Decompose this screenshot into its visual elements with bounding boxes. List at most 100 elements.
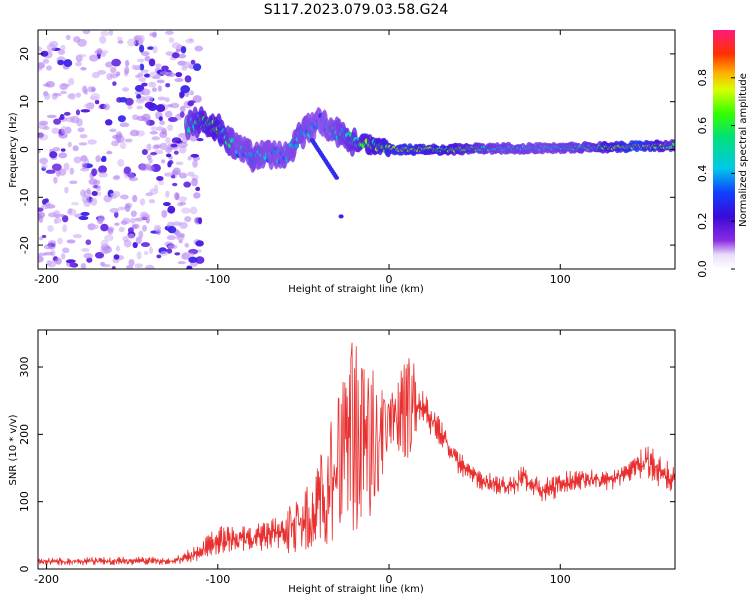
colorbar-tick-label: 0.6 [696, 117, 709, 135]
noise-blob [120, 194, 129, 200]
noise-blob [47, 260, 57, 268]
noise-blob [153, 224, 162, 232]
noise-blob [63, 59, 73, 68]
noise-blob [138, 34, 145, 43]
noise-blob [106, 150, 113, 155]
noise-blob [100, 239, 109, 247]
noise-blob [177, 261, 186, 265]
noise-blob [156, 79, 165, 84]
noise-blob [75, 109, 81, 116]
spectrogram-signal-layer [183, 106, 675, 219]
noise-blob [157, 96, 166, 101]
noise-blob [117, 36, 123, 41]
noise-blob [38, 207, 44, 212]
noise-blob [136, 115, 147, 121]
spectrogram-x-label: Height of straight line (km) [288, 284, 424, 295]
noise-blob [131, 223, 140, 230]
noise-blob [190, 153, 200, 158]
noise-blob [59, 213, 65, 218]
noise-blob [144, 101, 155, 109]
snr-frame [37, 329, 676, 570]
noise-blob [164, 97, 170, 103]
noise-blob [136, 251, 142, 260]
noise-blob [94, 99, 100, 105]
x-tick-label: 100 [550, 273, 571, 286]
noise-blob [179, 111, 185, 118]
noise-blob [108, 30, 114, 36]
chart-title: S117.2023.079.03.58.G24 [264, 2, 449, 18]
noise-blob [143, 250, 149, 256]
y-tick-label: 10 [18, 95, 31, 109]
noise-blob [110, 66, 117, 74]
noise-blob [139, 198, 146, 206]
noise-blob [96, 70, 107, 75]
noise-blob [80, 167, 90, 172]
y-tick-label: 0 [18, 566, 31, 573]
noise-blob [170, 102, 180, 109]
noise-blob [113, 211, 119, 218]
noise-blob [104, 119, 113, 126]
colorbar-gradient [713, 30, 735, 269]
noise-blob [65, 34, 71, 41]
noise-blob [173, 150, 179, 155]
noise-blob [49, 151, 58, 159]
noise-blob [55, 257, 62, 265]
noise-blob [58, 152, 68, 159]
noise-blob [129, 129, 140, 137]
noise-blob [80, 155, 88, 162]
noise-blob [91, 190, 98, 197]
noise-blob [165, 30, 174, 35]
noise-blob [41, 163, 48, 169]
noise-blob [132, 241, 138, 249]
x-tick-label: 0 [386, 573, 393, 586]
noise-blob [183, 181, 192, 188]
noise-blob [140, 88, 151, 96]
noise-blob [193, 63, 202, 71]
noise-blob [170, 143, 178, 148]
noise-blob [174, 77, 184, 83]
noise-blob [187, 252, 195, 258]
noise-blob [159, 120, 165, 126]
noise-blob [65, 116, 75, 123]
noise-blob [40, 204, 50, 210]
noise-blob [198, 217, 203, 225]
noise-blob [196, 138, 204, 142]
noise-blob [181, 65, 188, 71]
noise-blob [167, 244, 178, 250]
y-tick-label: 100 [18, 491, 31, 512]
noise-blob [181, 207, 191, 214]
x-tick-label: -100 [205, 273, 230, 286]
noise-blob [46, 65, 53, 71]
noise-blob [141, 51, 150, 56]
noise-blob [165, 82, 171, 88]
noise-blob [45, 80, 55, 88]
noise-blob [42, 58, 50, 64]
noise-blob [103, 103, 110, 111]
noise-blob [145, 118, 150, 126]
noise-blob [38, 120, 49, 126]
snr-panel: -200 -100 0 100 0 100 200 300 Height of straig… [8, 329, 676, 595]
noise-blob [104, 234, 114, 242]
noise-blob [89, 95, 99, 101]
noise-blob [165, 153, 172, 158]
noise-blob [156, 254, 162, 259]
noise-blob [72, 145, 79, 152]
noise-blob [43, 126, 50, 131]
colorbar-tick-label: 0.0 [696, 260, 709, 278]
noise-blob [180, 91, 185, 98]
noise-blob [130, 217, 136, 224]
noise-blob [179, 201, 187, 206]
noise-blob [75, 61, 82, 67]
noise-blob [51, 163, 62, 171]
noise-blob [151, 87, 158, 92]
noise-blob [38, 255, 44, 263]
noise-blob [100, 52, 106, 58]
noise-blob [69, 261, 76, 268]
noise-blob [136, 105, 143, 110]
noise-blob [92, 184, 101, 189]
noise-blob [141, 149, 148, 155]
noise-blob [165, 136, 171, 145]
noise-blob [64, 186, 69, 194]
signal-branch [334, 175, 340, 180]
